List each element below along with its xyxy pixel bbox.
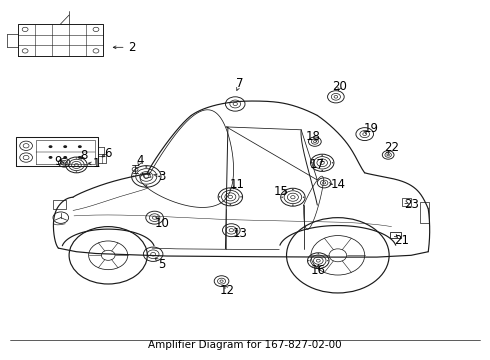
Circle shape: [311, 162, 313, 163]
Text: 14: 14: [330, 178, 345, 191]
Text: 7: 7: [236, 77, 244, 90]
Circle shape: [63, 156, 67, 159]
Circle shape: [321, 170, 323, 171]
Circle shape: [132, 176, 134, 177]
Text: 5: 5: [158, 258, 166, 271]
Circle shape: [145, 166, 147, 168]
Circle shape: [66, 165, 68, 166]
Circle shape: [321, 154, 323, 156]
Circle shape: [75, 171, 77, 172]
Text: 10: 10: [154, 216, 170, 230]
Text: 23: 23: [404, 198, 418, 211]
FancyBboxPatch shape: [390, 232, 401, 238]
Circle shape: [49, 145, 52, 148]
Circle shape: [229, 188, 231, 190]
Text: 9: 9: [54, 155, 62, 168]
Circle shape: [78, 145, 82, 148]
Text: 13: 13: [233, 227, 247, 240]
Circle shape: [327, 260, 328, 261]
Circle shape: [308, 260, 310, 261]
Circle shape: [75, 157, 77, 158]
Text: 17: 17: [310, 158, 325, 171]
Text: 4: 4: [136, 154, 144, 167]
Circle shape: [318, 267, 319, 268]
Text: 15: 15: [273, 185, 288, 198]
Text: 2: 2: [128, 41, 135, 54]
Text: Amplifier Diagram for 167-827-02-00: Amplifier Diagram for 167-827-02-00: [148, 340, 342, 350]
Circle shape: [145, 185, 147, 186]
Text: 3: 3: [158, 170, 166, 183]
Circle shape: [78, 156, 82, 159]
Circle shape: [158, 176, 160, 177]
Text: 8: 8: [80, 149, 87, 162]
FancyBboxPatch shape: [420, 202, 429, 223]
Text: 18: 18: [306, 130, 321, 143]
Circle shape: [49, 156, 52, 159]
Circle shape: [219, 196, 220, 198]
Circle shape: [332, 162, 333, 163]
Text: 21: 21: [394, 234, 409, 247]
Circle shape: [85, 165, 87, 166]
Circle shape: [229, 204, 231, 205]
Text: 22: 22: [384, 141, 399, 154]
Text: 19: 19: [364, 122, 379, 135]
Text: 20: 20: [332, 80, 347, 93]
FancyBboxPatch shape: [402, 198, 411, 206]
Circle shape: [303, 197, 304, 198]
Circle shape: [318, 253, 319, 254]
Circle shape: [281, 197, 283, 198]
Text: 11: 11: [230, 178, 245, 191]
Text: 12: 12: [220, 284, 235, 297]
Text: 16: 16: [310, 264, 325, 277]
Circle shape: [292, 189, 294, 190]
Text: 6: 6: [104, 147, 112, 159]
Circle shape: [292, 204, 294, 206]
FancyBboxPatch shape: [53, 200, 66, 209]
Text: 1: 1: [92, 157, 100, 170]
Circle shape: [63, 145, 67, 148]
Circle shape: [240, 196, 242, 198]
